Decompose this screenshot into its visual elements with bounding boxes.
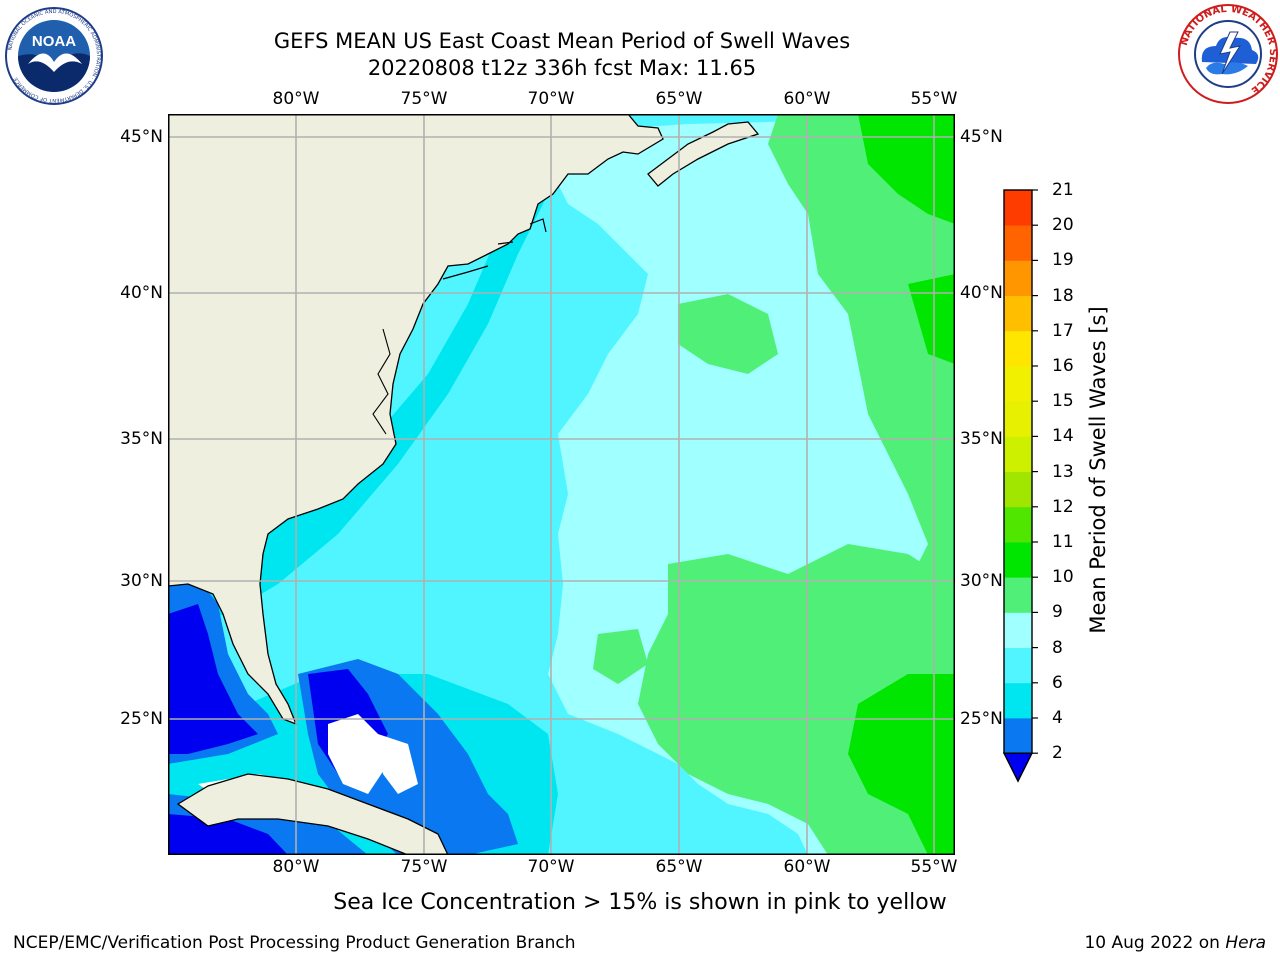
coastline-chesapeake xyxy=(372,328,391,435)
colorbar-label-12: 12 xyxy=(1052,496,1074,517)
land-cuba xyxy=(176,773,449,855)
colorbar-svg xyxy=(1002,189,1038,783)
colorbar-tick-labels: 2 4 6 8 9 10 11 12 13 14 15 16 17 18 19 20 21 xyxy=(1052,180,1092,764)
land-north-america xyxy=(168,114,664,726)
colorbar-label-17: 17 xyxy=(1052,320,1074,341)
swell-band-10-11-north xyxy=(858,114,955,224)
lon-label-bottom-70w: 70°W xyxy=(527,857,575,877)
lat-label-right-35n: 35°N xyxy=(960,429,1003,449)
colorbar-bin-8-9 xyxy=(1004,612,1032,648)
land-nova-scotia xyxy=(647,121,760,187)
swell-band-9-10-patch-small xyxy=(593,629,648,684)
colorbar-bin-2-4 xyxy=(1004,718,1032,754)
lon-label-top-55w: 55°W xyxy=(910,89,958,109)
map-svg xyxy=(168,114,955,855)
colorbar-bin-9-10 xyxy=(1004,577,1032,613)
colorbar-label-21: 21 xyxy=(1052,180,1074,200)
colorbar-label-20: 20 xyxy=(1052,215,1074,236)
colorbar-label-15: 15 xyxy=(1052,391,1074,412)
lat-label-left-30n: 30°N xyxy=(120,571,163,591)
colorbar-label-18: 18 xyxy=(1052,285,1074,306)
colorbar-bin-14-15 xyxy=(1004,401,1032,437)
nws-logo: NATIONAL WEATHER SERVICE xyxy=(1176,2,1280,106)
colorbar-bin-11-12 xyxy=(1004,506,1032,543)
colorbar-bin-20-21 xyxy=(1004,190,1032,226)
lon-label-top-65w: 65°W xyxy=(655,89,703,109)
colorbar-bin-15-16 xyxy=(1004,366,1032,402)
colorbar-bin-17-18 xyxy=(1004,295,1032,332)
colorbar-title: Mean Period of Swell Waves [s] xyxy=(1086,306,1110,634)
footer-date: 10 Aug 2022 on xyxy=(1084,933,1226,953)
colorbar-label-6: 6 xyxy=(1052,672,1063,693)
colorbar-label-4: 4 xyxy=(1052,708,1063,728)
colorbar xyxy=(996,184,1046,784)
graticule xyxy=(168,114,955,855)
colorbar-label-10: 10 xyxy=(1052,567,1074,588)
colorbar-label-19: 19 xyxy=(1052,250,1074,271)
colorbar-bin-4-6 xyxy=(1004,682,1032,719)
lon-label-bottom-55w: 55°W xyxy=(910,857,958,877)
swell-band-9-10-north xyxy=(768,114,955,634)
colorbar-label-14: 14 xyxy=(1052,426,1074,447)
colorbar-bin-19-20 xyxy=(1004,225,1032,261)
colorbar-bin-18-19 xyxy=(1004,260,1032,296)
map-frame xyxy=(168,114,955,855)
colorbar-bin-12-13 xyxy=(1004,471,1032,508)
lon-label-bottom-75w: 75°W xyxy=(400,857,448,877)
lon-label-bottom-65w: 65°W xyxy=(655,857,703,877)
sea-ice-note: Sea Ice Concentration > 15% is shown in … xyxy=(0,890,1280,916)
lat-label-left-35n: 35°N xyxy=(120,429,163,449)
colorbar-under-triangle xyxy=(1002,752,1034,783)
colorbar-bin-6-8 xyxy=(1004,647,1032,684)
footer-right: 10 Aug 2022 on Hera xyxy=(1084,933,1266,953)
colorbar-bin-16-17 xyxy=(1004,330,1032,367)
footer-left: NCEP/EMC/Verification Post Processing Pr… xyxy=(13,933,576,953)
swell-band-10-11-east xyxy=(908,274,955,364)
coastline-long-island xyxy=(442,218,547,280)
lon-label-bottom-80w: 80°W xyxy=(272,857,320,877)
lat-label-right-45n: 45°N xyxy=(960,127,1003,147)
lon-label-top-70w: 70°W xyxy=(527,89,575,109)
lat-label-left-25n: 25°N xyxy=(120,709,163,729)
sea-ice-note-text: Sea Ice Concentration > 15% is shown in … xyxy=(333,890,947,915)
colorbar-label-9: 9 xyxy=(1052,602,1063,623)
lat-label-left-45n: 45°N xyxy=(120,127,163,147)
colorbar-label-8: 8 xyxy=(1052,637,1063,658)
no-data-bahamas-banks xyxy=(328,714,418,794)
lon-label-top-80w: 80°W xyxy=(272,89,320,109)
colorbar-bin-10-11 xyxy=(1004,542,1032,578)
colorbar-label-13: 13 xyxy=(1052,461,1074,482)
lat-label-right-40n: 40°N xyxy=(960,283,1003,303)
lat-label-right-25n: 25°N xyxy=(960,709,1003,729)
colorbar-label-2: 2 xyxy=(1052,743,1063,764)
lat-label-right-30n: 30°N xyxy=(960,571,1003,591)
noaa-logo-text: NOAA xyxy=(32,33,76,50)
lon-label-bottom-60w: 60°W xyxy=(783,857,831,877)
swell-band-9-10-midpatch xyxy=(678,294,778,374)
lon-label-top-60w: 60°W xyxy=(783,89,831,109)
chart-subtitle: 20220808 t12z 336h fcst Max: 11.65 xyxy=(367,56,757,80)
footer-host: Hera xyxy=(1225,933,1266,953)
noaa-logo: NOAA NATIONAL OCEANIC AND ATMOSPHERIC AD… xyxy=(4,6,104,106)
colorbar-bin-13-14 xyxy=(1004,436,1032,472)
lon-label-top-75w: 75°W xyxy=(400,89,448,109)
chart-title: GEFS MEAN US East Coast Mean Period of S… xyxy=(273,29,851,53)
lat-label-left-40n: 40°N xyxy=(120,283,163,303)
colorbar-label-11: 11 xyxy=(1052,532,1074,552)
map-panel xyxy=(168,114,955,855)
colorbar-label-16: 16 xyxy=(1052,356,1074,376)
